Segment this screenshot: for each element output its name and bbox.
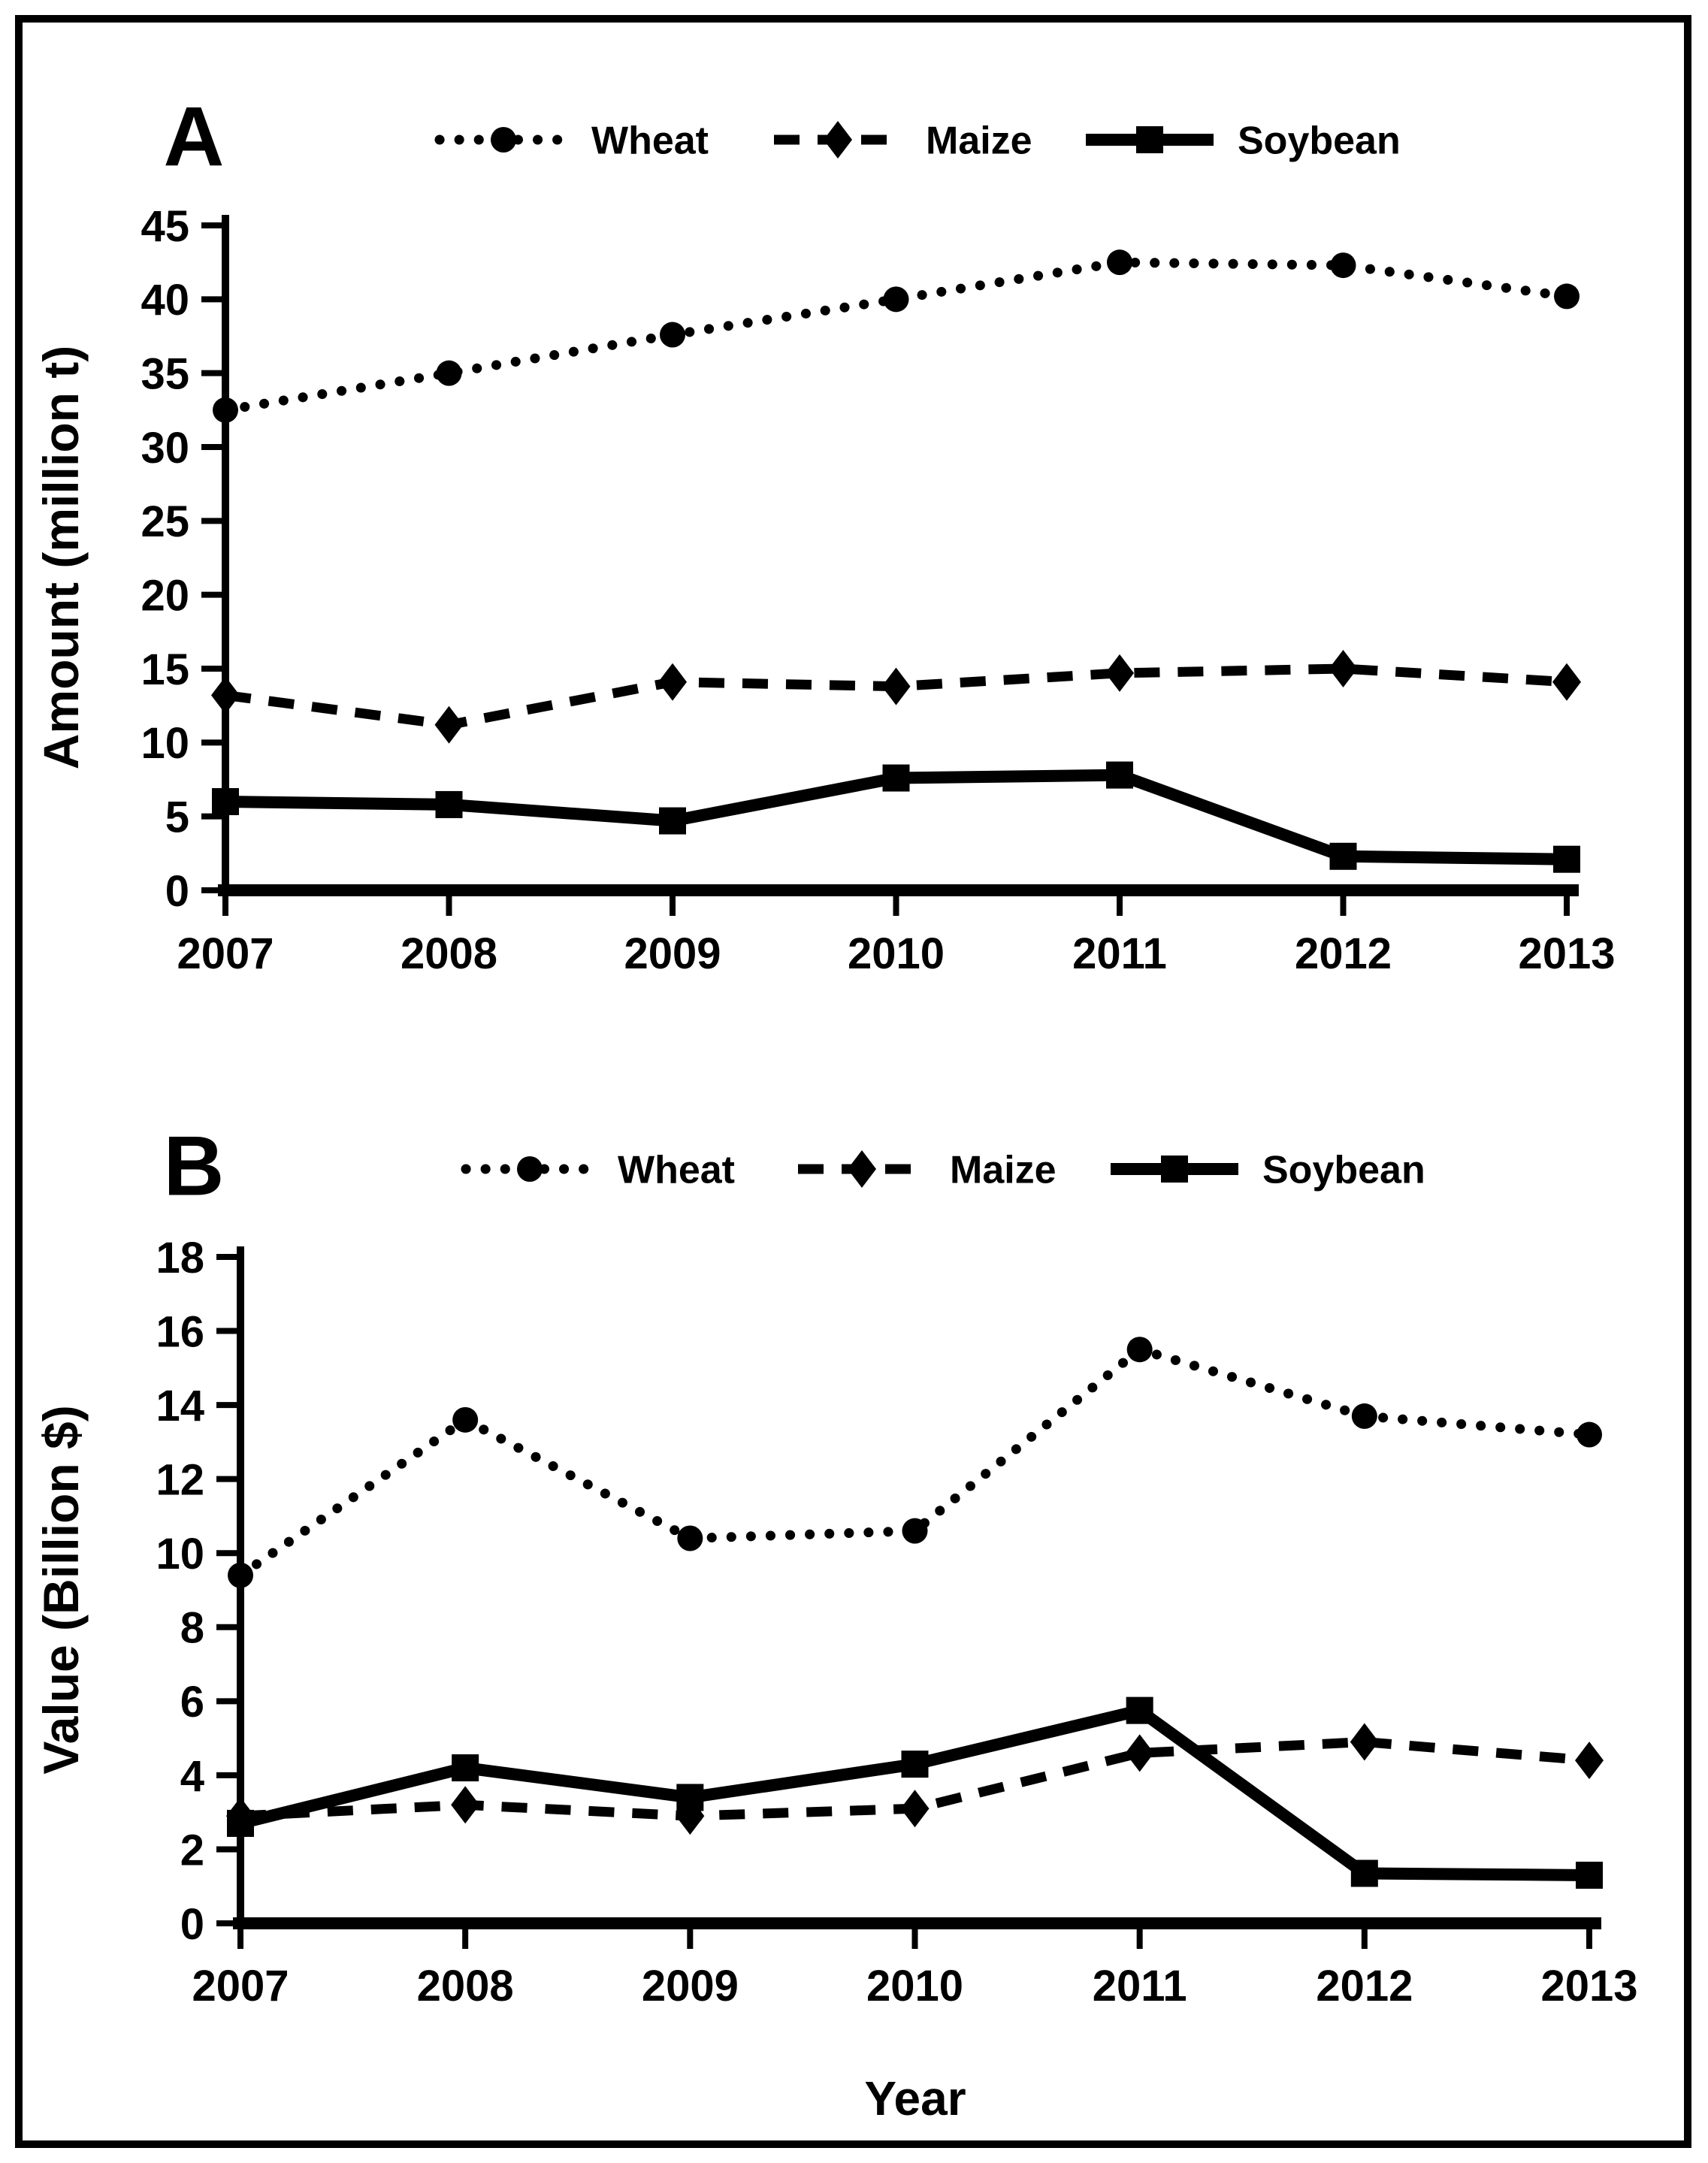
- y-tick-label: 0: [165, 867, 189, 916]
- data-point-maize-2007: [211, 676, 240, 714]
- y-tick-label: 40: [141, 276, 189, 325]
- data-point-soybean-2013: [1576, 1861, 1603, 1889]
- data-point-maize-2008: [451, 1786, 480, 1824]
- data-point-wheat-2010: [883, 286, 909, 313]
- data-point-soybean-2010: [901, 1751, 929, 1778]
- y-tick-label: 20: [141, 572, 189, 621]
- panel-b-label: B: [164, 1119, 225, 1213]
- legend-label-wheat: Wheat: [591, 119, 709, 163]
- y-tick-label: 12: [156, 1456, 204, 1505]
- data-point-soybean-2007: [227, 1809, 254, 1837]
- x-tick-label: 2011: [1093, 1962, 1187, 2010]
- data-point-soybean-2009: [676, 1784, 704, 1811]
- panel-b: B Wheat Maize Soybean 0 2 4 6 8 10 12 14 16 18 2007 200…: [33, 1119, 1638, 2125]
- legend-marker-wheat: [517, 1156, 543, 1182]
- y-axis-title: Value (Billion $): [33, 1405, 89, 1774]
- x-tick-label: 2009: [624, 929, 721, 978]
- data-point-wheat-2007: [228, 1562, 253, 1588]
- y-tick-label: 0: [180, 1900, 204, 1949]
- legend-marker-maize: [824, 121, 852, 159]
- x-tick-label: 2010: [866, 1962, 963, 2010]
- data-point-maize-2013: [1575, 1742, 1604, 1780]
- y-tick-label: 5: [165, 793, 189, 842]
- data-point-maize-2011: [1125, 1734, 1154, 1772]
- data-point-wheat-2009: [660, 322, 685, 348]
- x-tick-label: 2009: [642, 1962, 739, 2010]
- series-line-wheat-a: [220, 257, 1572, 415]
- data-point-wheat-2013: [1576, 1421, 1602, 1448]
- panel-a: A Wheat Maize Soybean 0 5 10 15 20 25 30 35 40 45 2007…: [33, 90, 1616, 978]
- y-tick-label: 4: [180, 1752, 204, 1801]
- y-tick-label: 45: [141, 202, 189, 251]
- legend-marker-soybean: [1136, 126, 1163, 153]
- y-axis-title: Amount (million t): [33, 346, 89, 770]
- x-axis-title: Year: [864, 2071, 966, 2125]
- figure-border: [15, 15, 1691, 2148]
- data-point-soybean-2010: [882, 764, 910, 792]
- y-tick-label: 30: [141, 424, 189, 473]
- y-tick-label: 16: [156, 1307, 204, 1356]
- data-point-wheat-2009: [677, 1525, 703, 1551]
- y-tick-label: 8: [180, 1604, 204, 1653]
- data-point-maize-2011: [1105, 654, 1134, 692]
- x-tick-label: 2013: [1518, 929, 1615, 978]
- legend-label-wheat: Wheat: [618, 1149, 735, 1192]
- data-point-soybean-2008: [452, 1754, 479, 1782]
- data-point-maize-2012: [1350, 1723, 1379, 1761]
- data-point-maize-2008: [434, 705, 464, 744]
- legend-label-maize: Maize: [950, 1149, 1057, 1192]
- x-tick-label: 2007: [192, 1962, 289, 2010]
- y-tick-label: 25: [141, 497, 189, 546]
- x-tick-label: 2008: [401, 929, 497, 978]
- panel-b-legend: Wheat Maize Soybean: [461, 1149, 1425, 1192]
- data-point-soybean-2013: [1553, 845, 1580, 873]
- data-point-wheat-2012: [1330, 252, 1356, 279]
- y-tick-label: 10: [156, 1530, 204, 1578]
- y-tick-label: 10: [141, 719, 189, 768]
- data-point-maize-2012: [1329, 650, 1358, 687]
- data-point-maize-2010: [900, 1790, 930, 1828]
- y-tick-label: 18: [156, 1234, 204, 1282]
- y-tick-label: 2: [180, 1826, 204, 1874]
- panel-a-legend: Wheat Maize Soybean: [434, 119, 1401, 163]
- data-point-soybean-2008: [435, 790, 463, 818]
- x-tick-label: 2010: [848, 929, 945, 978]
- y-tick-label: 6: [180, 1678, 204, 1726]
- data-point-maize-2013: [1552, 663, 1581, 701]
- legend-marker-maize: [848, 1150, 876, 1188]
- data-point-wheat-2011: [1126, 1337, 1153, 1363]
- legend-label-soybean: Soybean: [1238, 119, 1401, 163]
- y-tick-label: 15: [141, 645, 189, 694]
- legend-marker-soybean: [1161, 1156, 1188, 1183]
- data-point-wheat-2012: [1351, 1403, 1377, 1429]
- data-point-soybean-2012: [1329, 842, 1357, 870]
- panel-a-label: A: [164, 90, 225, 184]
- data-point-soybean-2011: [1126, 1696, 1153, 1724]
- legend-marker-wheat: [491, 127, 516, 153]
- data-point-soybean-2009: [659, 807, 686, 835]
- x-tick-label: 2012: [1295, 929, 1392, 978]
- legend-label-maize: Maize: [926, 119, 1032, 163]
- legend-label-soybean: Soybean: [1262, 1149, 1425, 1192]
- data-point-maize-2009: [658, 663, 687, 701]
- data-point-wheat-2008: [436, 360, 462, 386]
- data-point-soybean-2011: [1106, 761, 1133, 789]
- data-point-soybean-2007: [212, 788, 239, 815]
- data-point-wheat-2008: [452, 1406, 479, 1433]
- data-point-soybean-2012: [1350, 1859, 1378, 1887]
- x-tick-label: 2007: [177, 929, 274, 978]
- data-point-wheat-2007: [213, 397, 238, 423]
- data-point-wheat-2013: [1554, 283, 1580, 310]
- data-point-maize-2010: [881, 667, 911, 705]
- x-tick-label: 2012: [1316, 1962, 1413, 2010]
- x-tick-label: 2008: [417, 1962, 514, 2010]
- x-tick-label: 2011: [1072, 929, 1167, 978]
- data-point-wheat-2011: [1107, 249, 1132, 276]
- data-point-wheat-2010: [902, 1518, 928, 1544]
- y-tick-label: 35: [141, 350, 189, 399]
- y-tick-label: 14: [156, 1382, 204, 1430]
- x-tick-label: 2013: [1540, 1962, 1637, 2010]
